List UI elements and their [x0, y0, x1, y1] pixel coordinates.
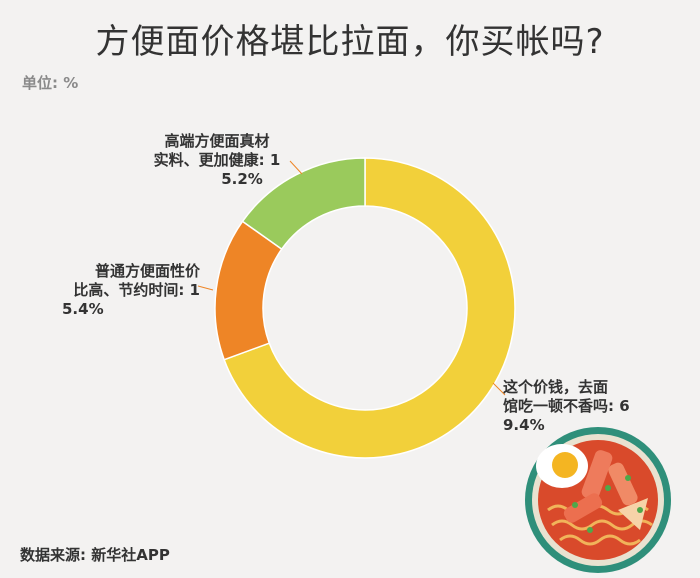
slice-label-yellow-line-1: 这个价钱，去面 [503, 378, 609, 396]
slice-label-yellow-line-3: 9.4% [503, 416, 545, 434]
slice-label-green-line-2: 实料、更加健康: 1 [153, 151, 281, 169]
slice-label-orange-line-1: 普通方便面性价 [94, 262, 200, 280]
slice-label-orange-line-2: 比高、节约时间: 1 [73, 281, 200, 299]
slice-label-yellow: 这个价钱，去面 馆吃一顿不香吗: 6 9.4% [503, 378, 630, 435]
leader-line-orange [197, 285, 214, 291]
slice-label-green-line-1: 高端方便面真材 [164, 132, 270, 150]
leader-line-yellow [492, 382, 506, 396]
bowl-icon [525, 427, 671, 573]
source-label: 数据来源: 新华社APP [20, 546, 170, 564]
leader-line-green [289, 160, 303, 175]
slice-label-orange-line-3: 5.4% [62, 300, 104, 318]
slice-green [241, 157, 366, 251]
slice-yellow [223, 157, 516, 459]
slice-label-yellow-line-2: 馆吃一顿不香吗: 6 [503, 397, 630, 415]
chart-title: 方便面价格堪比拉面，你买帐吗? [95, 22, 605, 62]
slice-label-green-line-3: 5.2% [221, 170, 263, 188]
slice-label-orange: 普通方便面性价 比高、节约时间: 1 5.4% [40, 262, 200, 319]
unit-label: 单位: % [22, 74, 79, 92]
slice-label-green: 高端方便面真材 实料、更加健康: 1 5.2% [124, 132, 310, 189]
